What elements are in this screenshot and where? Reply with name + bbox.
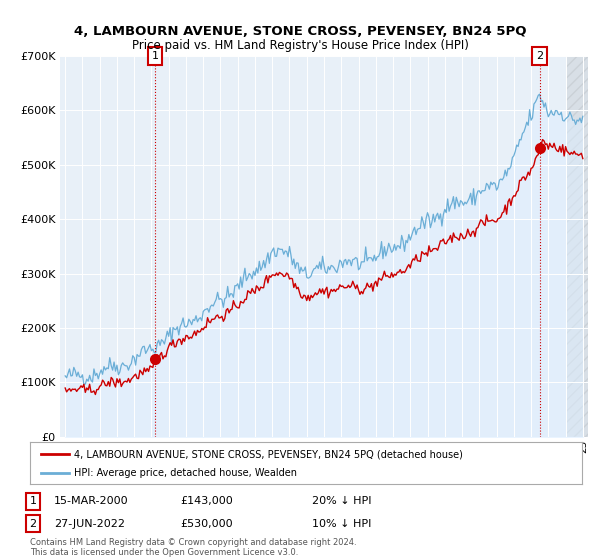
Text: 27-JUN-2022: 27-JUN-2022 xyxy=(54,519,125,529)
Text: 4, LAMBOURN AVENUE, STONE CROSS, PEVENSEY, BN24 5PQ: 4, LAMBOURN AVENUE, STONE CROSS, PEVENSE… xyxy=(74,25,526,38)
Text: 2: 2 xyxy=(29,519,37,529)
Text: £143,000: £143,000 xyxy=(180,496,233,506)
Text: Price paid vs. HM Land Registry's House Price Index (HPI): Price paid vs. HM Land Registry's House … xyxy=(131,39,469,52)
Text: HPI: Average price, detached house, Wealden: HPI: Average price, detached house, Weal… xyxy=(74,468,297,478)
Text: Contains HM Land Registry data © Crown copyright and database right 2024.
This d: Contains HM Land Registry data © Crown c… xyxy=(30,538,356,557)
Text: 1: 1 xyxy=(29,496,37,506)
Text: 2: 2 xyxy=(536,51,543,61)
Text: 15-MAR-2000: 15-MAR-2000 xyxy=(54,496,128,506)
Text: 20% ↓ HPI: 20% ↓ HPI xyxy=(312,496,371,506)
Text: 10% ↓ HPI: 10% ↓ HPI xyxy=(312,519,371,529)
Bar xyxy=(566,56,592,437)
Text: £530,000: £530,000 xyxy=(180,519,233,529)
Text: 4, LAMBOURN AVENUE, STONE CROSS, PEVENSEY, BN24 5PQ (detached house): 4, LAMBOURN AVENUE, STONE CROSS, PEVENSE… xyxy=(74,449,463,459)
Text: 1: 1 xyxy=(151,51,158,61)
